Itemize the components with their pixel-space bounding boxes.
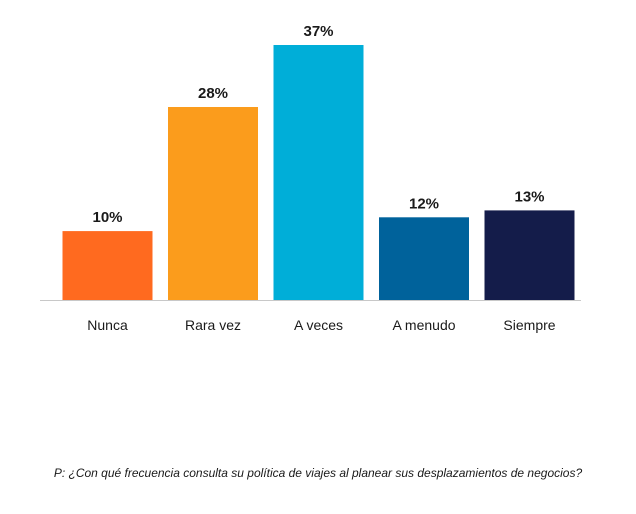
value-labels-group: 10% 28% 37% 12% 13% [92, 23, 544, 226]
bars-group [62, 45, 575, 300]
value-label-nunca: 10% [92, 209, 122, 226]
bar-a-menudo [379, 217, 469, 300]
value-label-rara-vez: 28% [198, 85, 228, 102]
value-label-siempre: 13% [514, 188, 544, 205]
x-tick-label-siempre: Siempre [503, 317, 555, 333]
bar-nunca [62, 231, 153, 300]
bar-rara-vez [168, 107, 258, 300]
x-tick-label-a-veces: A veces [294, 317, 343, 333]
x-tick-labels-group: Nunca Rara vez A veces A menudo Siempre [87, 317, 556, 333]
x-tick-label-a-menudo: A menudo [392, 317, 455, 333]
x-tick-label-nunca: Nunca [87, 317, 128, 333]
value-label-a-veces: 37% [303, 23, 333, 40]
bar-a-veces [273, 45, 364, 300]
bar-siempre [484, 210, 575, 300]
question-footnote: P: ¿Con qué frecuencia consulta su polít… [53, 466, 583, 480]
value-label-a-menudo: 12% [409, 195, 439, 212]
x-tick-label-rara-vez: Rara vez [185, 317, 241, 333]
